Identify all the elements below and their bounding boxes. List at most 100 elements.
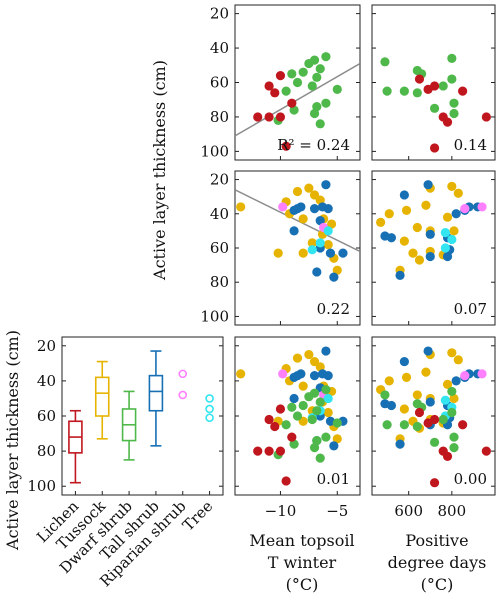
data-point: [447, 74, 457, 84]
x-tick-label: −5: [326, 502, 348, 520]
data-point: [449, 443, 459, 453]
data-point: [442, 379, 453, 389]
data-point: [281, 86, 291, 96]
data-point: [447, 181, 457, 191]
annotation-bottom-left: 0.01: [317, 470, 350, 488]
box-iqr: [148, 374, 164, 412]
data-point: [401, 205, 412, 215]
data-point: [315, 64, 325, 74]
data-point: [326, 219, 337, 229]
data-point: [304, 183, 314, 193]
scatter-middle-right: [376, 180, 487, 280]
data-point: [304, 349, 314, 360]
data-point: [309, 443, 320, 453]
data-point: [281, 420, 291, 430]
data-point: [321, 385, 331, 395]
outlier-point: [178, 390, 188, 400]
data-point: [438, 414, 448, 425]
y-tick-label: 40: [210, 205, 229, 223]
data-point: [399, 190, 409, 200]
data-point: [292, 77, 303, 88]
data-point: [278, 202, 288, 212]
y-tick-label: 100: [27, 477, 56, 495]
data-point: [458, 420, 468, 430]
data-point: [281, 141, 291, 151]
data-point: [323, 371, 333, 381]
outlier-point: [178, 369, 188, 379]
y-tick-label: 60: [210, 239, 229, 257]
data-point: [429, 103, 440, 113]
outlier-point: [205, 413, 214, 423]
data-point: [312, 406, 322, 416]
x-tick-label: −10: [265, 502, 297, 520]
y-tick-label: 80: [210, 273, 229, 291]
data-point: [399, 356, 409, 367]
data-point: [289, 226, 299, 236]
data-point: [253, 112, 263, 122]
data-point: [338, 248, 348, 258]
data-point: [329, 272, 339, 282]
data-point: [321, 98, 331, 108]
data-point: [395, 439, 405, 449]
y-tick-label: 20: [210, 171, 229, 189]
data-point: [287, 402, 297, 412]
data-point: [309, 371, 320, 381]
y-tick-label: 80: [210, 108, 229, 126]
data-point: [264, 414, 274, 425]
data-point: [315, 397, 325, 407]
data-point: [438, 81, 448, 91]
data-point: [312, 72, 322, 82]
trend-line: [235, 62, 360, 137]
data-point: [382, 420, 392, 430]
axis-text: Active layer thickness (cm) Active layer…: [3, 60, 486, 594]
data-point: [287, 98, 297, 108]
panel-frame-vegetation-boxplot: [61, 336, 224, 496]
data-point: [312, 435, 322, 446]
data-point: [278, 369, 288, 379]
data-point: [451, 209, 461, 219]
data-point: [447, 386, 457, 397]
data-point: [399, 236, 409, 246]
data-point: [442, 117, 453, 127]
data-point: [325, 248, 336, 258]
y-axis-label-bottom: Active layer thickness (cm): [3, 330, 22, 551]
data-point: [315, 216, 325, 226]
y-tick-label: 60: [37, 407, 56, 425]
data-point: [399, 420, 409, 430]
data-point: [332, 434, 342, 444]
data-point: [412, 390, 422, 400]
annotation-middle-left: 0.22: [317, 300, 350, 318]
box-tall-shrub: [148, 350, 164, 447]
data-point: [395, 270, 405, 280]
data-point: [449, 98, 459, 108]
data-point: [425, 229, 435, 239]
data-point: [442, 212, 453, 222]
data-point: [332, 84, 342, 94]
scatter-bottom-right: [376, 346, 491, 488]
data-point: [264, 112, 274, 122]
annotation-middle-right: 0.07: [454, 300, 487, 318]
data-point: [289, 372, 299, 382]
data-point: [477, 369, 487, 379]
data-point: [429, 437, 440, 447]
data-point: [421, 367, 431, 377]
x-axis-label-degree-days-line3: (°C): [421, 575, 454, 594]
data-point: [414, 74, 425, 84]
scatter-top-right: [380, 53, 491, 153]
annotation-bottom-right: 0.00: [454, 470, 487, 488]
data-point: [460, 204, 470, 214]
data-point: [323, 226, 333, 236]
data-point: [421, 200, 431, 210]
data-point: [323, 407, 333, 418]
data-point: [270, 88, 280, 98]
data-point: [401, 372, 412, 382]
annotation-top-right: 0.14: [454, 136, 487, 154]
y-tick-label: 20: [210, 5, 229, 23]
data-point: [298, 381, 308, 391]
data-point: [312, 267, 322, 277]
data-point: [307, 81, 317, 91]
data-point: [264, 81, 274, 91]
x-axis-label-degree-days-line2: degree days: [388, 553, 487, 572]
data-point: [275, 446, 286, 456]
data-point: [264, 446, 274, 456]
